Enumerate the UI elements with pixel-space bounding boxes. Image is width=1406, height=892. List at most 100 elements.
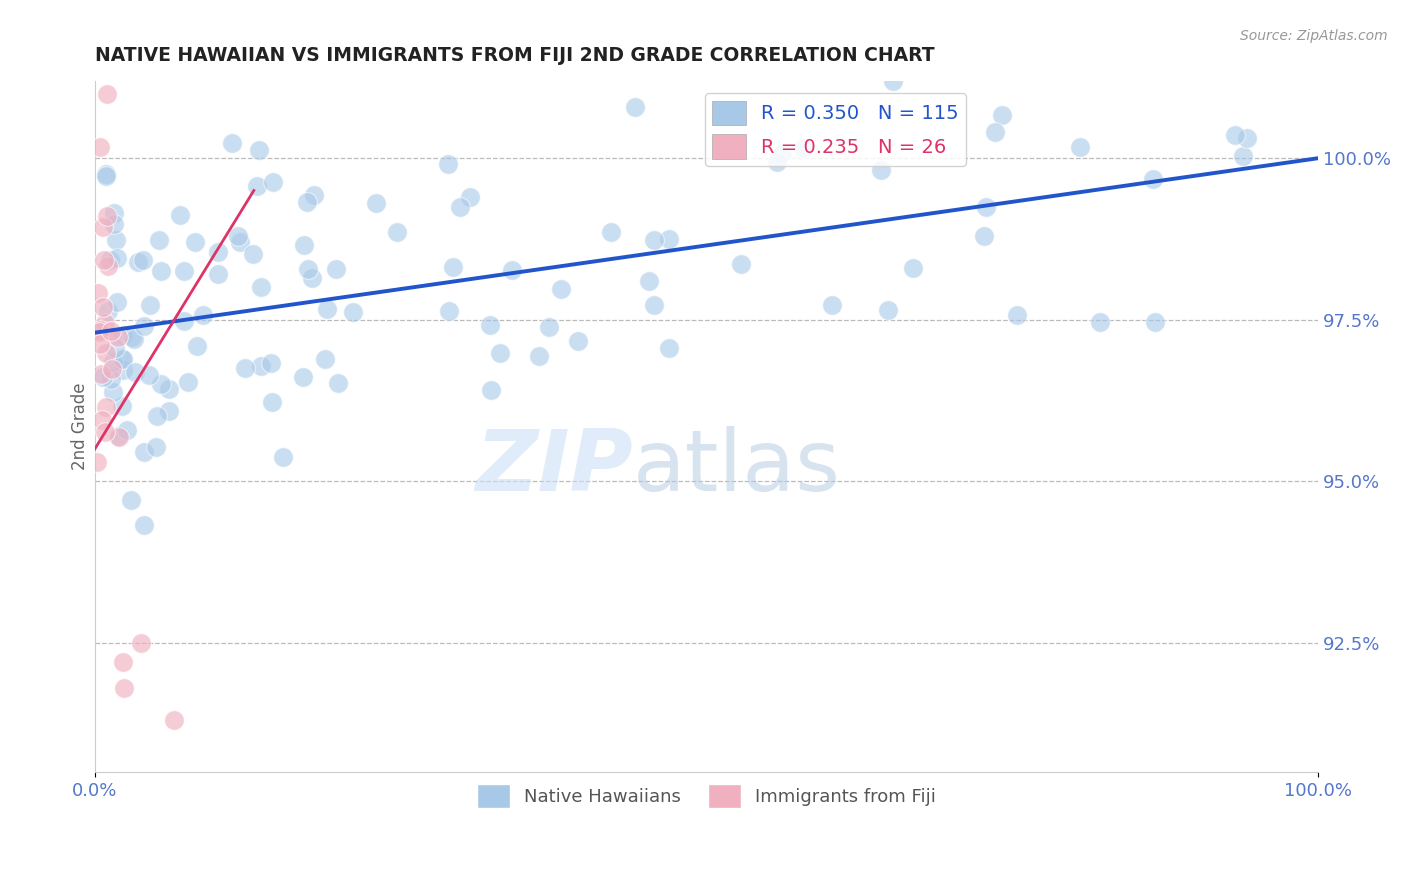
Point: [983, 125, 1005, 139]
Point: [449, 200, 471, 214]
Point: [184, 235, 207, 250]
Y-axis label: 2nd Grade: 2nd Grade: [72, 383, 89, 470]
Point: [97, 303, 120, 318]
Point: [129, 636, 152, 650]
Point: [111, 399, 134, 413]
Point: [638, 274, 661, 288]
Point: [501, 263, 523, 277]
Point: [157, 404, 180, 418]
Point: [207, 244, 229, 259]
Point: [302, 188, 325, 202]
Point: [250, 359, 273, 374]
Point: [643, 298, 665, 312]
Point: [1142, 172, 1164, 186]
Point: [111, 363, 134, 377]
Point: [100, 324, 122, 338]
Point: [93, 219, 115, 234]
Point: [1069, 139, 1091, 153]
Text: atlas: atlas: [633, 426, 841, 509]
Point: [91, 370, 114, 384]
Point: [93, 316, 115, 330]
Point: [97, 259, 120, 273]
Point: [96, 210, 118, 224]
Point: [1236, 131, 1258, 145]
Point: [364, 196, 387, 211]
Point: [169, 208, 191, 222]
Point: [96, 167, 118, 181]
Point: [132, 444, 155, 458]
Point: [550, 281, 572, 295]
Point: [242, 246, 264, 260]
Point: [441, 260, 464, 275]
Point: [792, 141, 814, 155]
Point: [134, 517, 156, 532]
Text: NATIVE HAWAIIAN VS IMMIGRANTS FROM FIJI 2ND GRADE CORRELATION CHART: NATIVE HAWAIIAN VS IMMIGRANTS FROM FIJI …: [94, 46, 935, 65]
Point: [973, 229, 995, 244]
Point: [437, 157, 460, 171]
Point: [437, 304, 460, 318]
Point: [124, 365, 146, 379]
Point: [658, 232, 681, 246]
Point: [103, 217, 125, 231]
Point: [246, 178, 269, 193]
Point: [488, 346, 510, 360]
Point: [89, 337, 111, 351]
Point: [173, 314, 195, 328]
Point: [104, 341, 127, 355]
Point: [112, 352, 135, 367]
Point: [115, 423, 138, 437]
Legend: Native Hawaiians, Immigrants from Fiji: Native Hawaiians, Immigrants from Fiji: [470, 777, 943, 815]
Point: [132, 318, 155, 333]
Point: [1232, 149, 1254, 163]
Point: [292, 369, 315, 384]
Point: [478, 318, 501, 333]
Point: [658, 341, 681, 355]
Point: [157, 382, 180, 396]
Point: [260, 355, 283, 369]
Point: [127, 255, 149, 269]
Point: [260, 394, 283, 409]
Point: [173, 264, 195, 278]
Point: [247, 143, 270, 157]
Point: [121, 330, 143, 344]
Point: [94, 401, 117, 415]
Point: [87, 286, 110, 301]
Point: [624, 100, 647, 114]
Point: [93, 252, 115, 267]
Point: [122, 333, 145, 347]
Point: [297, 262, 319, 277]
Point: [292, 238, 315, 252]
Point: [821, 298, 844, 312]
Point: [479, 384, 502, 398]
Point: [145, 440, 167, 454]
Point: [105, 295, 128, 310]
Point: [1088, 315, 1111, 329]
Point: [111, 352, 134, 367]
Point: [107, 330, 129, 344]
Point: [643, 233, 665, 247]
Point: [233, 361, 256, 376]
Point: [527, 349, 550, 363]
Point: [177, 375, 200, 389]
Point: [107, 429, 129, 443]
Point: [882, 73, 904, 87]
Point: [112, 681, 135, 695]
Point: [770, 145, 793, 160]
Text: Source: ZipAtlas.com: Source: ZipAtlas.com: [1240, 29, 1388, 44]
Point: [148, 233, 170, 247]
Point: [1143, 315, 1166, 329]
Point: [150, 377, 173, 392]
Point: [100, 371, 122, 385]
Point: [730, 257, 752, 271]
Point: [458, 189, 481, 203]
Point: [101, 354, 124, 368]
Point: [976, 200, 998, 214]
Point: [103, 205, 125, 219]
Point: [387, 225, 409, 239]
Point: [326, 376, 349, 391]
Point: [105, 251, 128, 265]
Point: [877, 302, 900, 317]
Point: [271, 450, 294, 464]
Point: [139, 298, 162, 312]
Point: [150, 264, 173, 278]
